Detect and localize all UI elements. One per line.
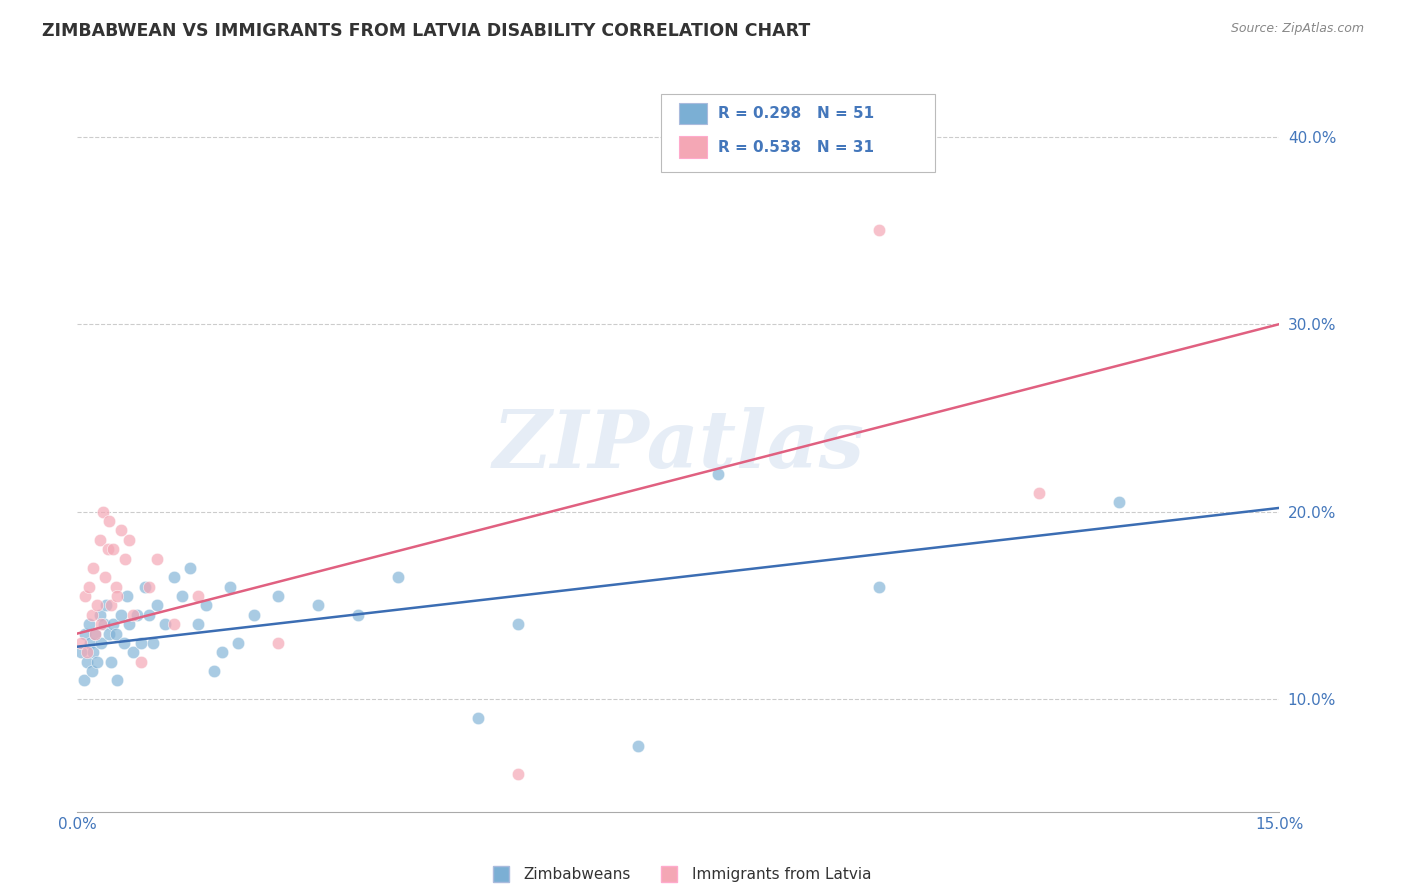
Point	[98, 514, 121, 528]
Point	[868, 223, 890, 237]
Point	[103, 617, 125, 632]
Point	[347, 607, 370, 622]
Point	[91, 505, 114, 519]
Point	[142, 636, 165, 650]
Legend: Zimbabweans, Immigrants from Latvia: Zimbabweans, Immigrants from Latvia	[479, 861, 877, 888]
Text: Source: ZipAtlas.com: Source: ZipAtlas.com	[1230, 22, 1364, 36]
Point	[76, 655, 98, 669]
Point	[100, 599, 122, 613]
Point	[97, 542, 120, 557]
Point	[115, 589, 138, 603]
Point	[187, 617, 209, 632]
Point	[118, 533, 141, 547]
Point	[202, 664, 225, 678]
Point	[110, 524, 132, 538]
Point	[122, 607, 145, 622]
Point	[146, 599, 169, 613]
Point	[707, 467, 730, 482]
Point	[107, 673, 129, 688]
Point	[104, 626, 127, 640]
Point	[1108, 495, 1130, 509]
Text: R = 0.538   N = 31: R = 0.538 N = 31	[718, 140, 875, 154]
Point	[90, 636, 112, 650]
Point	[211, 645, 233, 659]
Point	[110, 607, 132, 622]
Point	[80, 664, 103, 678]
Point	[508, 617, 530, 632]
Point	[82, 645, 104, 659]
Point	[107, 589, 129, 603]
Point	[77, 617, 100, 632]
Point	[79, 580, 101, 594]
Point	[131, 636, 153, 650]
Point	[96, 599, 118, 613]
Point	[80, 607, 103, 622]
Point	[179, 561, 201, 575]
Point	[307, 599, 329, 613]
Point	[86, 655, 108, 669]
Point	[194, 599, 217, 613]
Point	[267, 636, 290, 650]
Point	[73, 673, 96, 688]
Point	[90, 617, 112, 632]
Point	[131, 655, 153, 669]
Point	[103, 542, 125, 557]
Point	[94, 570, 117, 584]
Point	[138, 607, 160, 622]
Point	[162, 570, 184, 584]
Point	[82, 561, 104, 575]
Point	[89, 607, 111, 622]
Point	[114, 551, 136, 566]
Text: ZIMBABWEAN VS IMMIGRANTS FROM LATVIA DISABILITY CORRELATION CHART: ZIMBABWEAN VS IMMIGRANTS FROM LATVIA DIS…	[42, 22, 810, 40]
Point	[122, 645, 145, 659]
Point	[70, 636, 93, 650]
Point	[70, 645, 93, 659]
Point	[104, 580, 127, 594]
Text: ZIPatlas: ZIPatlas	[492, 408, 865, 484]
Point	[267, 589, 290, 603]
Point	[112, 636, 135, 650]
Point	[467, 711, 489, 725]
Point	[508, 767, 530, 781]
Point	[118, 617, 141, 632]
Point	[226, 636, 249, 650]
Point	[155, 617, 177, 632]
Point	[868, 580, 890, 594]
Point	[162, 617, 184, 632]
Point	[76, 645, 98, 659]
Point	[218, 580, 240, 594]
Point	[127, 607, 149, 622]
Point	[79, 636, 101, 650]
Point	[134, 580, 156, 594]
Point	[98, 626, 121, 640]
Point	[242, 607, 264, 622]
Point	[387, 570, 409, 584]
Point	[89, 533, 111, 547]
Point	[627, 739, 650, 753]
Point	[187, 589, 209, 603]
Point	[100, 655, 122, 669]
Point	[75, 589, 97, 603]
Point	[170, 589, 193, 603]
Point	[84, 626, 107, 640]
Point	[84, 626, 107, 640]
Text: R = 0.298   N = 51: R = 0.298 N = 51	[718, 106, 875, 120]
Point	[93, 617, 115, 632]
Point	[1028, 486, 1050, 500]
Point	[75, 626, 97, 640]
Point	[86, 599, 108, 613]
Point	[138, 580, 160, 594]
Point	[146, 551, 169, 566]
